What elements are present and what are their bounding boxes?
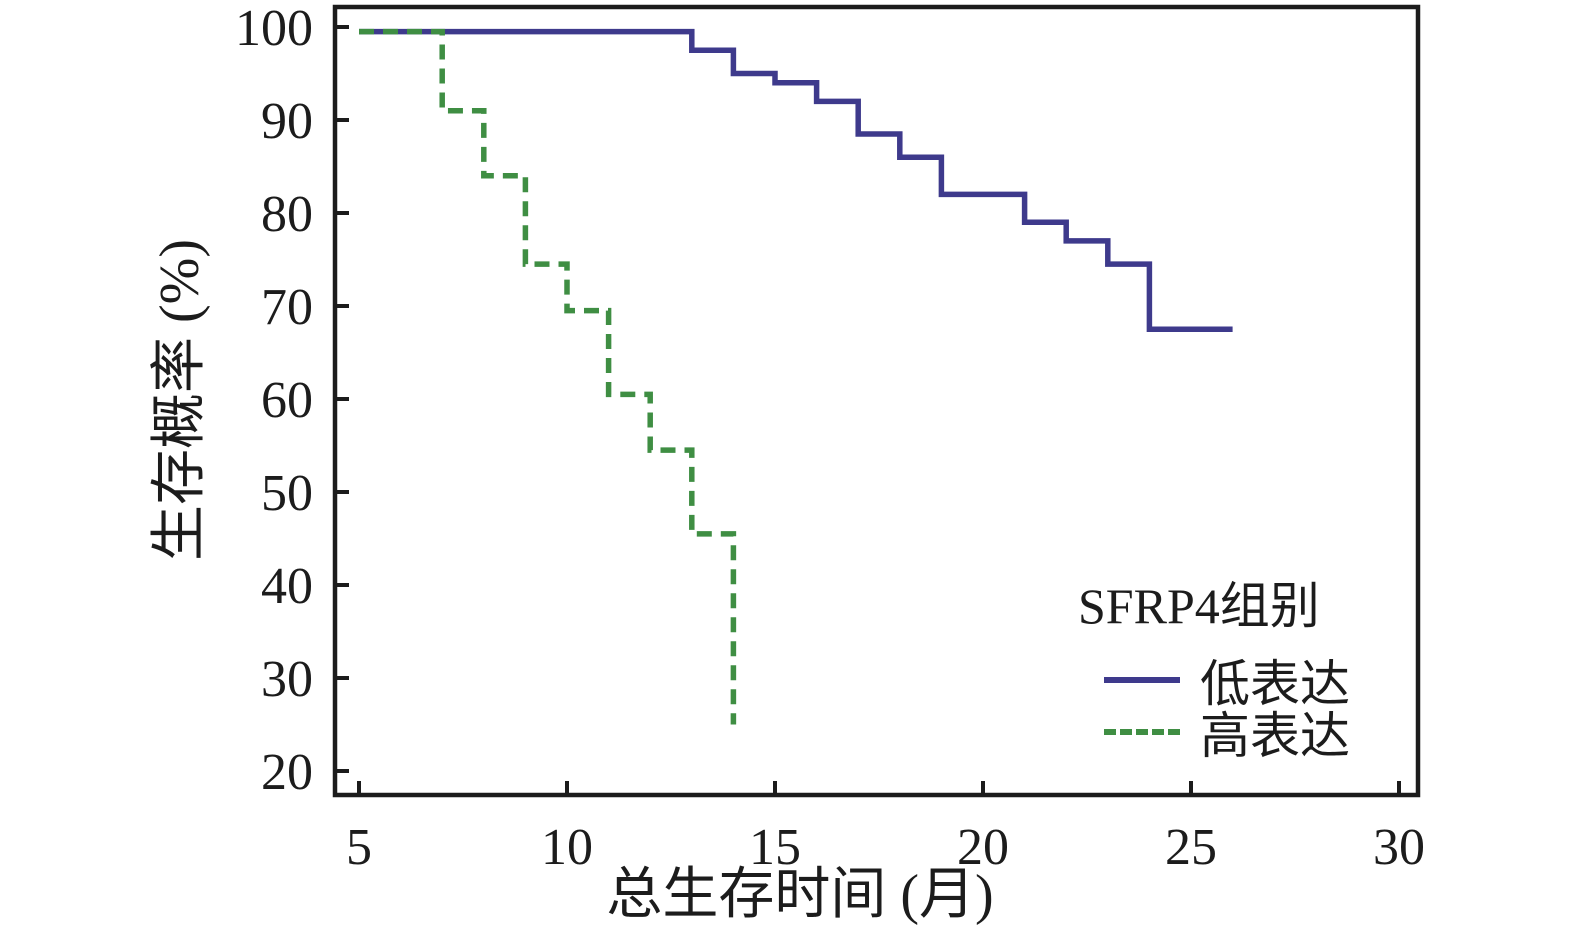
- x-tick-label-10: 10: [541, 819, 593, 876]
- y-tick-label-100: 100: [235, 0, 313, 57]
- x-axis-label: 总生存时间 (月): [606, 864, 993, 926]
- y-tick-label-20: 20: [261, 744, 313, 801]
- x-tick-label-5: 5: [346, 819, 372, 876]
- legend-item-low-expression: 低表达: [1078, 654, 1350, 712]
- x-tick-label-25: 25: [1165, 819, 1217, 876]
- x-tick-label-15: 15: [749, 819, 801, 876]
- y-tick-label-70: 70: [261, 279, 313, 336]
- series-lines: [359, 28, 1233, 725]
- y-tick-label-90: 90: [261, 93, 313, 150]
- y-tick-label-60: 60: [261, 372, 313, 429]
- series-line-low-expression: [359, 28, 1233, 332]
- legend-label-high: 高表达: [1200, 708, 1350, 764]
- y-tick-label-50: 50: [261, 465, 313, 522]
- y-tick-label-80: 80: [261, 186, 313, 243]
- legend-item-high-expression: 高表达: [1078, 706, 1350, 764]
- legend-title: SFRP4组别: [1078, 578, 1320, 634]
- y-axis-label: 生存概率 (%): [149, 239, 211, 561]
- legend-line-sample-high: [1104, 729, 1180, 735]
- axis-tick-labels: 5 10 15 20 25 30 20 30 40 50 60 70 80 90 100: [235, 0, 1425, 876]
- legend-line-sample-low: [1104, 677, 1180, 683]
- y-tick-label-40: 40: [261, 558, 313, 615]
- x-tick-label-30: 30: [1373, 819, 1425, 876]
- series-line-high-expression: [359, 28, 737, 725]
- y-tick-label-30: 30: [261, 651, 313, 708]
- axis-ticks: [335, 25, 1401, 795]
- legend: SFRP4组别 低表达 高表达: [1078, 566, 1350, 764]
- legend-label-low: 低表达: [1200, 656, 1350, 712]
- x-tick-label-20: 20: [957, 819, 1009, 876]
